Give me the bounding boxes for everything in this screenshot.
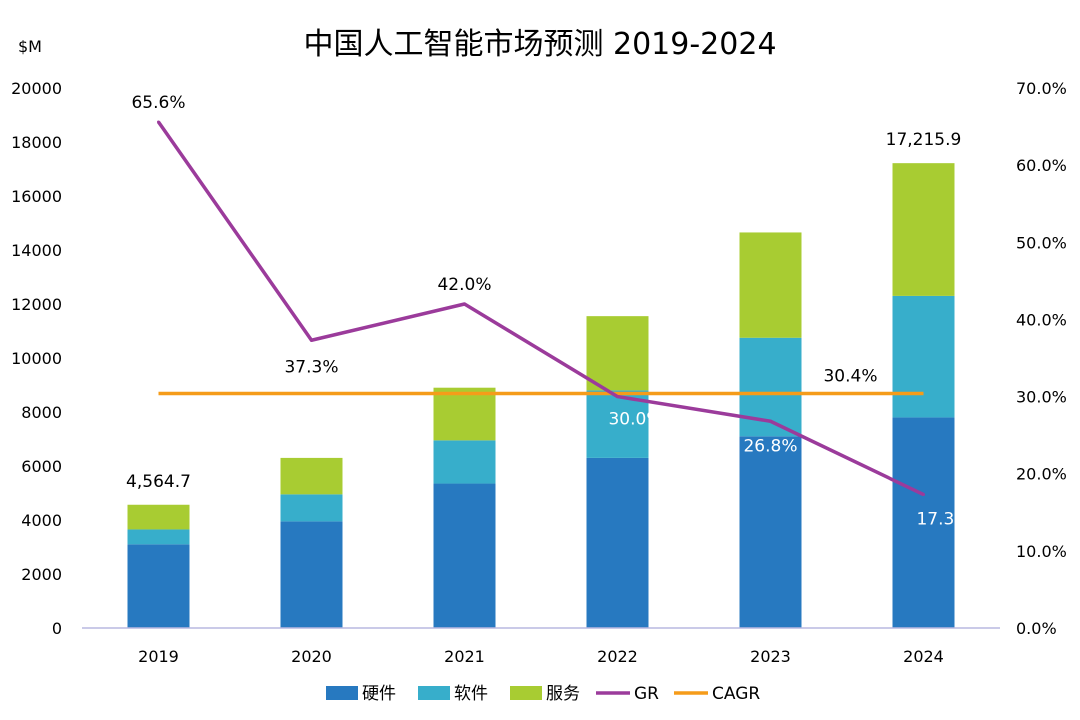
gr-data-label: 26.8% xyxy=(743,436,797,456)
gr-point xyxy=(922,493,925,497)
stacked-bars xyxy=(127,163,955,628)
gr-data-label: 65.6% xyxy=(131,93,185,113)
y-tick-label: 2000 xyxy=(21,565,62,584)
y-tick-label: 18000 xyxy=(11,133,62,152)
y2-tick-label: 70.0% xyxy=(1016,79,1067,98)
y-tick-label: 10000 xyxy=(11,349,62,368)
gr-line xyxy=(157,120,925,497)
y2-tick-label: 10.0% xyxy=(1016,542,1067,561)
legend-swatch xyxy=(326,686,358,700)
legend: 硬件 软件 服务 GR CAGR xyxy=(326,684,760,704)
bar-segment xyxy=(433,440,496,484)
y-tick-label: 0 xyxy=(52,619,62,638)
x-tick-label: 2024 xyxy=(903,647,944,666)
bar-segment xyxy=(892,295,955,418)
bar-segment xyxy=(127,529,190,545)
legend-swatch xyxy=(418,686,450,700)
y2-tick-label: 50.0% xyxy=(1016,233,1067,252)
y-tick-label: 20000 xyxy=(11,79,62,98)
bar-segment xyxy=(280,521,343,628)
y-axis-unit: $M xyxy=(18,37,42,56)
bar-segment xyxy=(739,436,802,628)
gr-data-label: 37.3% xyxy=(284,357,338,377)
y-tick-label: 16000 xyxy=(11,187,62,206)
legend-label: GR xyxy=(634,684,659,704)
y2-tick-label: 60.0% xyxy=(1016,156,1067,175)
total-data-label: 4,564.7 xyxy=(126,472,191,492)
legend-label: 服务 xyxy=(546,684,580,704)
bar-segment xyxy=(127,504,190,530)
x-tick-label: 2019 xyxy=(138,647,179,666)
y2-tick-label: 30.0% xyxy=(1016,388,1067,407)
bar-segment xyxy=(280,494,343,522)
cagr-data-label: 30.4% xyxy=(823,366,877,386)
y-tick-label: 14000 xyxy=(11,241,62,260)
gr-point xyxy=(310,338,313,342)
chart-title: 中国人工智能市场预测 2019-2024 xyxy=(303,27,776,62)
bar-segment xyxy=(892,417,955,628)
y2-tick-label: 40.0% xyxy=(1016,310,1067,329)
x-tick-label: 2020 xyxy=(291,647,332,666)
gr-data-label: 17.3% xyxy=(916,510,970,530)
bar-segment xyxy=(127,544,190,628)
bar-segment xyxy=(892,163,955,296)
gr-point xyxy=(463,302,466,306)
x-tick-label: 2023 xyxy=(750,647,791,666)
right-axis-ticks: 0.0% 10.0% 20.0% 30.0% 40.0% 50.0% 60.0% 70.0% xyxy=(1016,79,1067,638)
y-tick-label: 12000 xyxy=(11,295,62,314)
x-tick-label: 2022 xyxy=(597,647,638,666)
legend-label: CAGR xyxy=(712,684,760,704)
legend-label: 硬件 xyxy=(362,684,396,704)
bar-segment xyxy=(586,316,649,391)
gr-point xyxy=(769,419,772,423)
gr-data-label: 42.0% xyxy=(437,275,491,295)
x-tick-label: 2021 xyxy=(444,647,485,666)
gr-data-label: 30.0% xyxy=(608,410,662,430)
y-tick-label: 6000 xyxy=(21,457,62,476)
y-tick-label: 8000 xyxy=(21,403,62,422)
gr-point xyxy=(157,120,160,124)
x-axis-ticks: 2019 2020 2021 2022 2023 2024 xyxy=(138,647,944,666)
data-labels: 65.6% 37.3% 42.0% 30.0% 26.8% 17.3% 30.4% 4,564… xyxy=(126,93,970,530)
left-axis-ticks: 0 2000 4000 6000 8000 10000 12000 14000 16000 180… xyxy=(11,79,62,638)
bar-segment xyxy=(433,387,496,441)
line-series xyxy=(157,120,925,497)
y2-tick-label: 0.0% xyxy=(1016,619,1057,638)
bar-segment xyxy=(586,457,649,628)
gr-point xyxy=(616,395,619,399)
y-tick-label: 4000 xyxy=(21,511,62,530)
bar-segment xyxy=(739,232,802,338)
y2-tick-label: 20.0% xyxy=(1016,465,1067,484)
bar-segment xyxy=(280,457,343,495)
legend-label: 软件 xyxy=(454,684,488,704)
legend-swatch xyxy=(510,686,542,700)
total-data-label: 17,215.9 xyxy=(886,130,962,150)
bar-segment xyxy=(433,483,496,628)
